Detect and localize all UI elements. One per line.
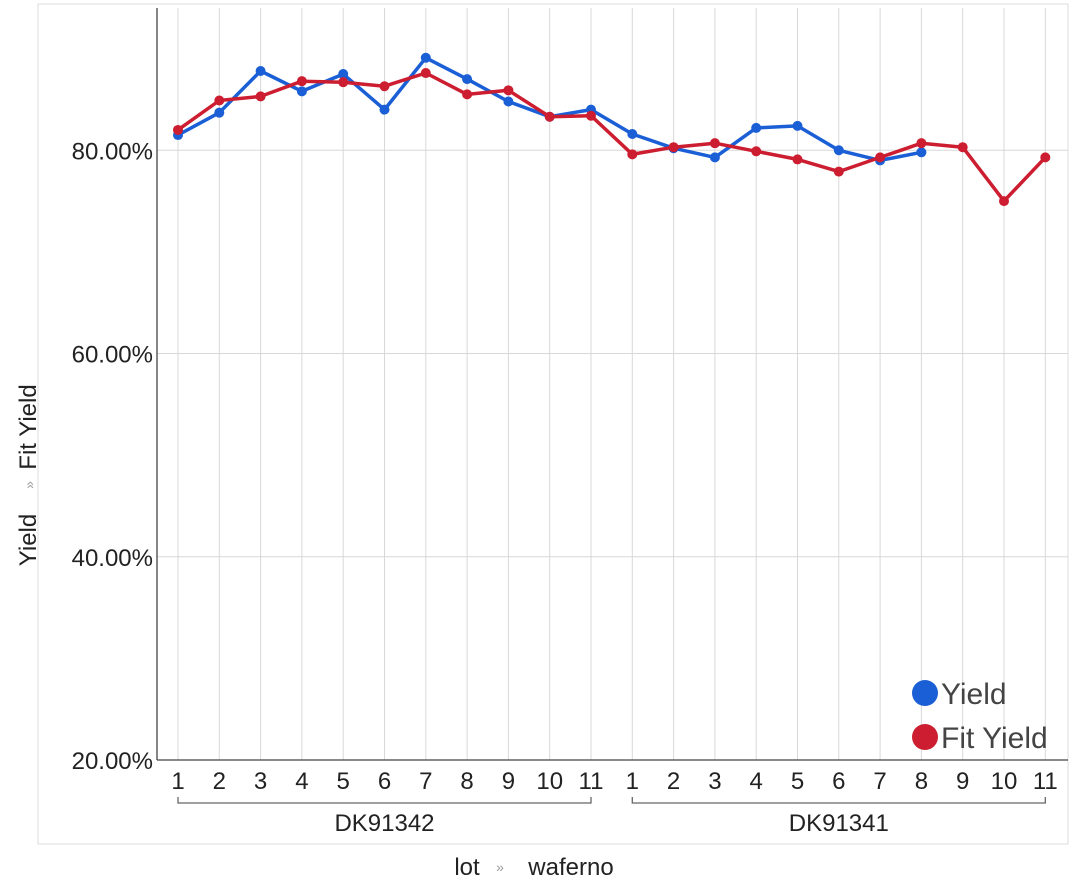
data-point [833, 166, 844, 177]
x-tick-label: 4 [295, 768, 308, 795]
data-point [338, 77, 349, 88]
x-tick-label: 10 [536, 768, 563, 795]
x-tick-label: 5 [337, 768, 350, 795]
data-point [379, 81, 390, 92]
y-tick-label: 20.00% [72, 748, 153, 775]
data-point [792, 154, 803, 165]
x-tick-label: 1 [626, 768, 639, 795]
x-tick-label: 11 [1033, 768, 1058, 795]
data-point [296, 86, 307, 97]
x-tick-label: 6 [378, 768, 391, 795]
data-point [792, 120, 803, 131]
x-tick-label: 7 [873, 768, 886, 795]
legend-label: Fit Yield [941, 722, 1048, 755]
x-tick-label: 9 [502, 768, 515, 795]
x-axis-title-secondary: waferno [527, 854, 613, 881]
data-point [420, 68, 431, 79]
data-point [1040, 152, 1051, 163]
y-axis-title-separator: » [21, 481, 37, 489]
x-tick-label: 8 [460, 768, 473, 795]
data-point [627, 149, 638, 160]
data-point [255, 91, 266, 102]
data-point [627, 129, 638, 140]
chart-frame [37, 3, 1069, 845]
data-point [296, 76, 307, 87]
data-point [255, 66, 266, 77]
x-tick-label: 2 [213, 768, 226, 795]
x-tick-label: 6 [832, 768, 845, 795]
x-tick-label: 2 [667, 768, 680, 795]
data-point [751, 122, 762, 133]
y-axis-title-primary: Yield [15, 514, 42, 566]
data-point [214, 107, 225, 118]
group-bracket [631, 797, 1046, 804]
data-point [999, 196, 1009, 207]
x-axis-title-primary: lot [454, 854, 480, 881]
legend-label: Yield [941, 678, 1007, 711]
data-point [503, 85, 514, 96]
x-tick-label: 8 [915, 768, 928, 795]
x-tick-label: 3 [708, 768, 721, 795]
legend: Yield Fit Yield [912, 678, 1048, 755]
series-layer [173, 52, 1051, 207]
data-point [173, 124, 183, 135]
x-tick-label: 3 [254, 768, 267, 795]
data-point [709, 138, 720, 149]
data-point [420, 52, 431, 63]
x-tick-label: 10 [991, 768, 1018, 795]
data-point [916, 147, 927, 158]
data-point [379, 104, 390, 115]
data-point [875, 152, 886, 163]
data-point [214, 95, 225, 106]
legend-marker [912, 724, 938, 750]
data-point [503, 96, 514, 107]
x-tick-label: 4 [750, 768, 763, 795]
data-point [751, 146, 762, 157]
y-tick-label: 80.00% [72, 138, 153, 165]
x-axis-title: lot » waferno [454, 854, 613, 881]
group-bracket [177, 797, 592, 804]
x-tick-label: 5 [791, 768, 804, 795]
series-line [176, 71, 1047, 203]
data-point [668, 142, 679, 153]
data-point [338, 69, 349, 80]
x-tick-label: 11 [579, 768, 604, 795]
y-axis-title-secondary: Fit Yield [15, 384, 42, 469]
y-tick-label: 40.00% [72, 545, 153, 572]
data-point [709, 152, 720, 163]
x-tick-label: 9 [956, 768, 969, 795]
data-point [586, 110, 596, 121]
data-point [544, 111, 555, 122]
data-point [462, 74, 473, 85]
data-point [916, 138, 927, 149]
group-label: DK91342 [334, 810, 434, 837]
axis-layer: 20.00%40.00%60.00%80.00%1 2 3 4 5 6 7 8 9 10 11 1 2 3… [72, 8, 1068, 837]
data-point [462, 89, 473, 100]
legend-marker [912, 680, 938, 706]
data-point [957, 142, 968, 153]
group-label: DK91341 [789, 810, 889, 837]
x-tick-label: 1 [171, 768, 184, 795]
x-axis-title-separator: » [496, 859, 504, 875]
data-point [833, 145, 844, 156]
y-axis-title: Yield » Fit Yield [15, 384, 42, 566]
y-tick-label: 60.00% [72, 342, 153, 369]
x-tick-label: 7 [419, 768, 432, 795]
